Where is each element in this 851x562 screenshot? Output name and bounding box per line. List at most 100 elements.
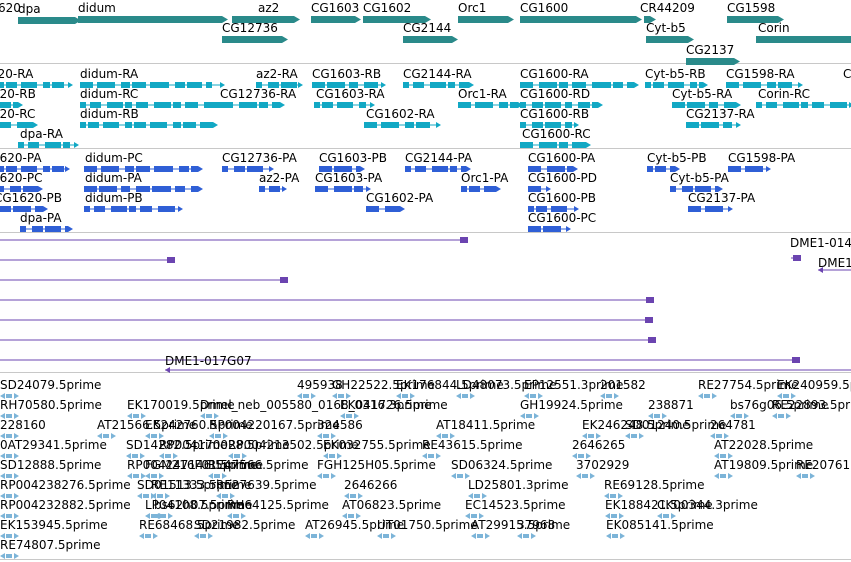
protein-feature[interactable] bbox=[528, 225, 572, 233]
gene-feature[interactable] bbox=[727, 16, 784, 24]
est-label[interactable]: Dmel_neb_005580_0168_0316.3prime bbox=[200, 398, 432, 412]
est-feature[interactable] bbox=[517, 533, 557, 539]
protein-feature[interactable] bbox=[528, 205, 580, 213]
est-feature[interactable] bbox=[605, 513, 645, 519]
transcript-feature[interactable] bbox=[756, 101, 851, 109]
transcript-label[interactable]: CG1600-RC bbox=[522, 127, 591, 141]
est-label[interactable]: 324586 bbox=[317, 418, 363, 432]
est-label[interactable]: RE74807.5prime bbox=[0, 538, 101, 552]
transcript-feature[interactable] bbox=[520, 101, 604, 109]
transcript-label[interactable]: 620-RC bbox=[0, 107, 36, 121]
protein-label[interactable]: Orc1-PA bbox=[461, 171, 509, 185]
gene-label[interactable]: Corin bbox=[758, 21, 790, 35]
est-feature[interactable] bbox=[465, 513, 505, 519]
protein-feature[interactable] bbox=[461, 185, 502, 193]
transcript-feature[interactable] bbox=[80, 121, 219, 129]
est-label[interactable]: SD21982.5prime bbox=[194, 518, 296, 532]
gene-feature[interactable] bbox=[363, 16, 431, 24]
est-label[interactable]: SD01240.5prime bbox=[625, 418, 727, 432]
est-label[interactable]: AT19809.5prime bbox=[714, 458, 814, 472]
est-label[interactable]: 2646265 bbox=[572, 438, 626, 452]
protein-label[interactable]: didum-PA bbox=[85, 171, 142, 185]
protein-feature[interactable] bbox=[647, 165, 681, 173]
est-label[interactable]: RP004238276.5prime bbox=[0, 478, 131, 492]
est-label[interactable]: bs76g06.5prime bbox=[730, 398, 829, 412]
gene-label[interactable]: Orc1 bbox=[458, 1, 487, 15]
gene-feature[interactable] bbox=[646, 36, 694, 44]
protein-label[interactable]: CG2137-PA bbox=[688, 191, 756, 205]
est-label[interactable]: RP004213502.5prime bbox=[228, 438, 359, 452]
est-label[interactable]: SD24079.5prime bbox=[0, 378, 102, 392]
protein-feature[interactable] bbox=[366, 205, 406, 213]
gene-label[interactable]: CG12736 bbox=[222, 21, 278, 35]
transcript-feature[interactable] bbox=[220, 101, 286, 109]
est-label[interactable]: EK240959.5prime bbox=[777, 378, 851, 392]
est-feature[interactable] bbox=[604, 493, 644, 499]
protein-feature[interactable] bbox=[84, 165, 204, 173]
gene-feature[interactable] bbox=[222, 36, 288, 44]
est-feature[interactable] bbox=[0, 493, 40, 499]
protein-feature[interactable] bbox=[528, 165, 579, 173]
est-label[interactable]: EK188421.5prime bbox=[605, 498, 713, 512]
transcript-label[interactable]: C bbox=[843, 67, 851, 81]
est-label[interactable]: SD12888.5prime bbox=[0, 458, 102, 472]
protein-feature[interactable] bbox=[84, 205, 184, 213]
gene-label[interactable]: CR44209 bbox=[640, 1, 695, 15]
est-label[interactable]: GH19924.5prime bbox=[520, 398, 623, 412]
est-feature[interactable] bbox=[468, 493, 508, 499]
est-label[interactable]: RP004247146.5prime bbox=[127, 458, 258, 472]
est-label[interactable]: EC14523.5prime bbox=[465, 498, 566, 512]
est-feature[interactable] bbox=[714, 453, 754, 459]
protein-feature[interactable] bbox=[319, 165, 366, 173]
est-feature[interactable] bbox=[154, 513, 194, 519]
est-label[interactable]: 495938 bbox=[297, 378, 343, 392]
gene-feature[interactable] bbox=[78, 16, 228, 24]
protein-feature[interactable] bbox=[20, 225, 74, 233]
alignment-feature[interactable] bbox=[0, 355, 802, 365]
transcript-feature[interactable] bbox=[256, 81, 304, 89]
est-label[interactable]: EK153945.5prime bbox=[0, 518, 108, 532]
est-label[interactable]: 0AT29341.5prime bbox=[0, 438, 107, 452]
alignment-feature[interactable] bbox=[791, 253, 803, 263]
transcript-feature[interactable] bbox=[645, 81, 709, 89]
protein-label[interactable]: CG1603-PA bbox=[315, 171, 383, 185]
est-feature[interactable] bbox=[305, 533, 345, 539]
est-feature[interactable] bbox=[228, 453, 268, 459]
est-feature[interactable] bbox=[332, 393, 372, 399]
est-feature[interactable] bbox=[139, 533, 179, 539]
est-label[interactable]: LD25801.3prime bbox=[468, 478, 569, 492]
alignment-feature[interactable] bbox=[0, 235, 470, 245]
gene-feature[interactable] bbox=[458, 16, 514, 24]
est-feature[interactable] bbox=[377, 533, 417, 539]
transcript-label[interactable]: CG1603-RA bbox=[316, 87, 385, 101]
transcript-label[interactable]: CG1603-RB bbox=[312, 67, 382, 81]
est-label[interactable]: 228160 bbox=[0, 418, 46, 432]
est-label[interactable]: RE43615.5prime bbox=[422, 438, 523, 452]
est-feature[interactable] bbox=[456, 393, 496, 399]
est-label[interactable]: RE20761.5prime bbox=[796, 458, 851, 472]
protein-feature[interactable] bbox=[0, 165, 71, 173]
est-label[interactable]: 238871 bbox=[648, 398, 694, 412]
protein-label[interactable]: CG1600-PC bbox=[528, 211, 597, 225]
gene-feature[interactable] bbox=[232, 16, 300, 24]
protein-label[interactable]: az2-PA bbox=[259, 171, 300, 185]
est-label[interactable]: RE68468.5prime bbox=[139, 518, 240, 532]
est-feature[interactable] bbox=[572, 453, 612, 459]
est-label[interactable]: SD14282.5prime bbox=[126, 438, 228, 452]
protein-label[interactable]: dpa-PA bbox=[20, 211, 62, 225]
transcript-label[interactable]: dpa-RA bbox=[20, 127, 63, 141]
est-label[interactable]: AT21566.5prime bbox=[97, 418, 197, 432]
est-feature[interactable] bbox=[323, 453, 363, 459]
est-label[interactable]: SD06324.5prime bbox=[451, 458, 553, 472]
est-label[interactable]: RE27639.5prime bbox=[216, 478, 317, 492]
est-label[interactable]: RH70580.5prime bbox=[0, 398, 102, 412]
transcript-label[interactable]: CG1600-RA bbox=[520, 67, 589, 81]
est-feature[interactable] bbox=[730, 413, 770, 419]
alignment-feature[interactable] bbox=[818, 265, 851, 275]
est-label[interactable]: EK032755.5prime bbox=[323, 438, 431, 452]
est-feature[interactable] bbox=[0, 413, 40, 419]
est-feature[interactable] bbox=[0, 433, 40, 439]
gene-feature[interactable] bbox=[756, 36, 851, 44]
transcript-feature[interactable] bbox=[520, 121, 580, 129]
est-feature[interactable] bbox=[340, 413, 380, 419]
